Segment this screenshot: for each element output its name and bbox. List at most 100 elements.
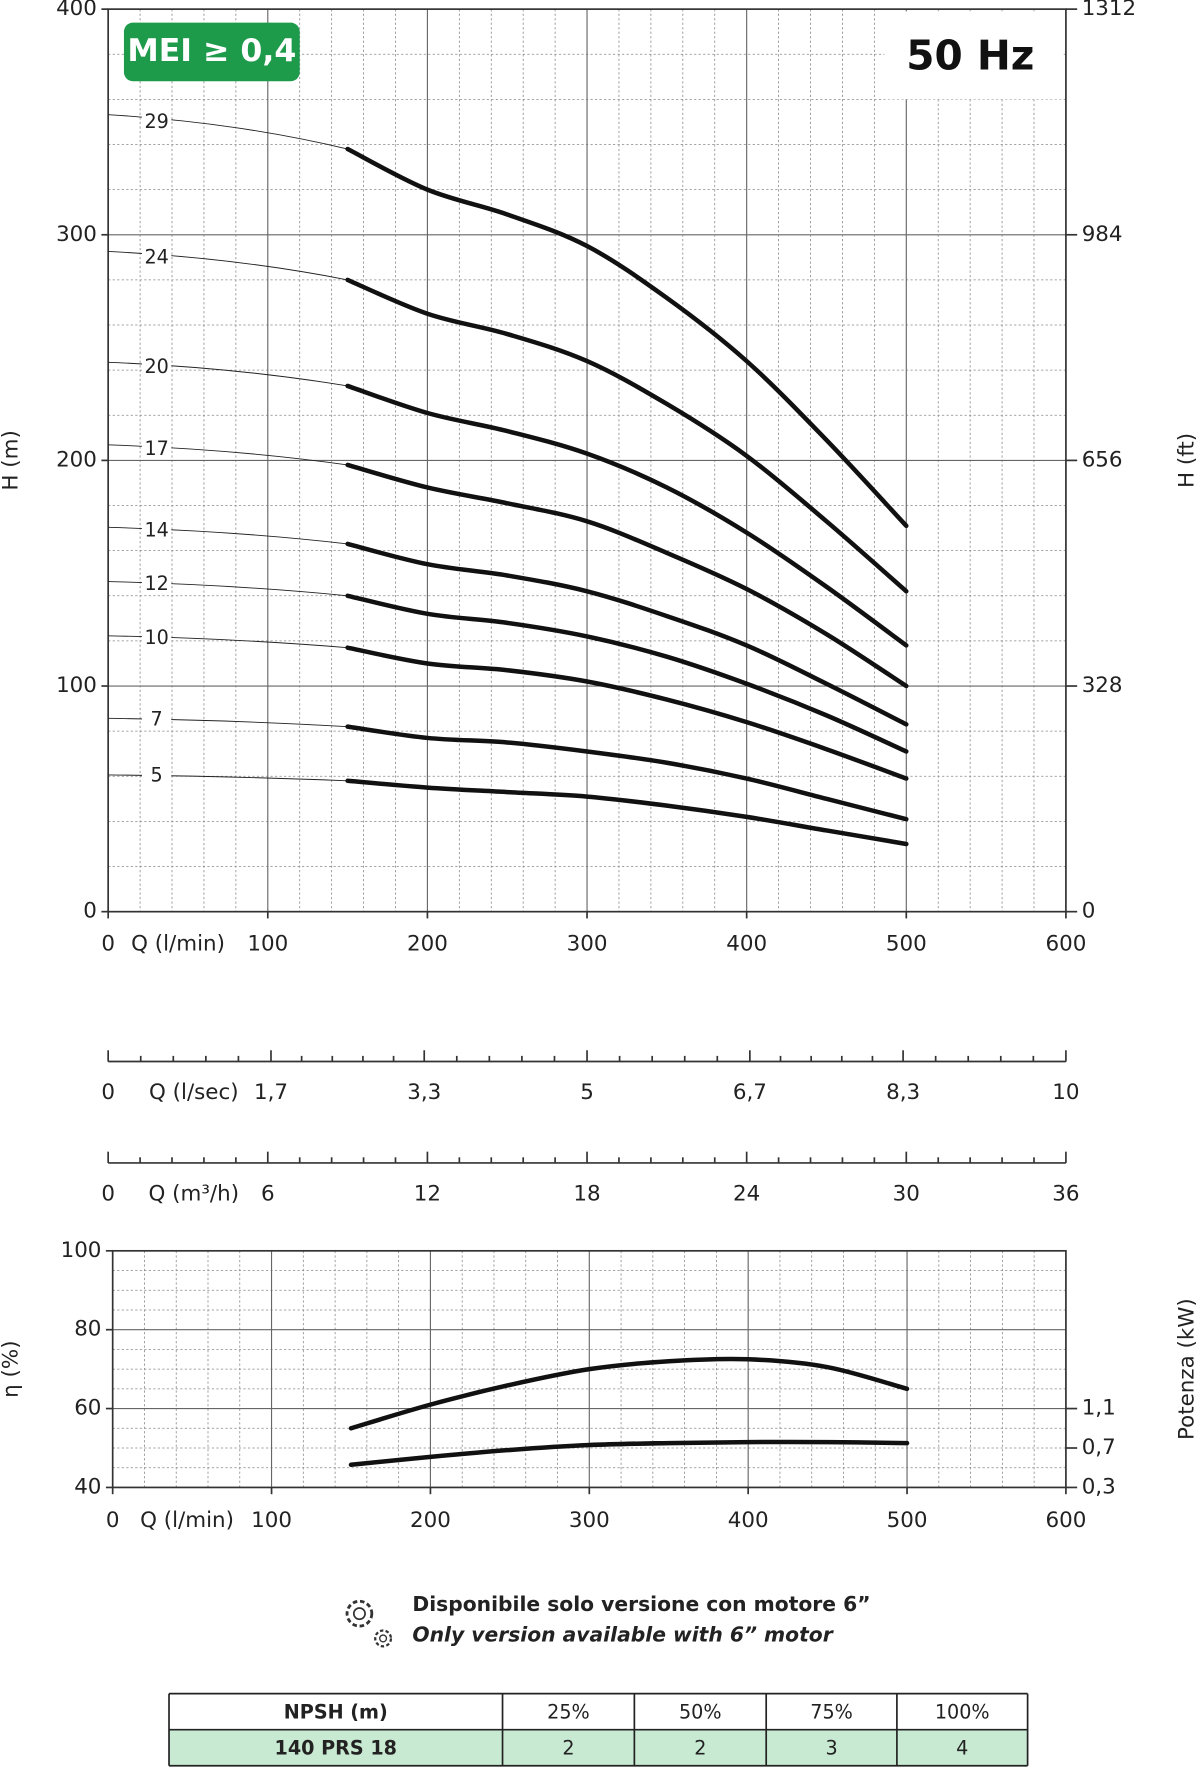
y-tick-label: 100 [61, 1238, 102, 1263]
y2-axis-label: Potenza (kW) [1175, 1298, 1200, 1440]
curve [345, 778, 909, 847]
x-tick-label: 1,7 [254, 1080, 288, 1105]
stage-label-bg [141, 710, 172, 731]
y-tick-label: 40 [74, 1474, 101, 1499]
note-line: Disponibile solo versione con motore 6” [412, 1592, 870, 1616]
frequency-label: 50 Hz [906, 32, 1034, 80]
x-tick-label: 10 [1052, 1080, 1079, 1105]
x-tick-label: 300 [569, 1508, 610, 1533]
mei-label: MEI ≥ 0,4 [127, 33, 296, 69]
curve [345, 541, 909, 727]
plot-frame [111, 1249, 1067, 1489]
table-cell: 2 [562, 1736, 574, 1759]
gear-icon [379, 1634, 388, 1643]
curve [345, 645, 909, 781]
curve [345, 462, 909, 689]
x-tick-label: 6 [261, 1181, 275, 1206]
gear-icon [352, 1607, 366, 1621]
leader-line [108, 114, 348, 150]
table-cell: 4 [956, 1736, 968, 1759]
x-tick-label: 100 [247, 931, 288, 956]
table-header: NPSH (m) [284, 1700, 388, 1723]
x-tick-label: 8,3 [886, 1080, 920, 1105]
y2-tick-label: 328 [1082, 673, 1123, 698]
x-tick-label: 36 [1052, 1181, 1079, 1206]
curve [345, 277, 909, 594]
stage-label-bg [141, 357, 172, 378]
x-tick-label: 6,7 [733, 1080, 767, 1105]
y-tick-label: 60 [74, 1396, 101, 1421]
x-tick-label: 100 [251, 1508, 292, 1533]
stage-label: 12 [144, 572, 168, 595]
y-axis-label: H (m) [0, 430, 23, 490]
stage-label: 17 [144, 437, 168, 460]
table-cell: 3 [825, 1736, 837, 1759]
y2-tick-label: 0,3 [1082, 1474, 1116, 1499]
y2-tick-label: 656 [1082, 447, 1123, 472]
leader-line [108, 361, 348, 387]
table-header: 100% [935, 1700, 990, 1723]
curve [345, 146, 909, 529]
x-tick-label: 0 [101, 1080, 115, 1105]
stage-label: 7 [151, 708, 163, 731]
x-tick-label: 400 [728, 1508, 769, 1533]
x-tick-label: 0 [101, 1181, 115, 1206]
leader-line [108, 251, 348, 281]
stage-label: 14 [144, 519, 168, 542]
stage-label-bg [141, 247, 172, 268]
axis-label: Q (l/sec) [149, 1080, 239, 1105]
table-row-bg [169, 1729, 1028, 1766]
y-tick-label: 80 [74, 1317, 101, 1342]
stage-label-bg [141, 766, 172, 787]
y-tick-label: 0 [83, 899, 97, 924]
x-tick-label: 200 [410, 1508, 451, 1533]
leader-line [108, 444, 348, 466]
x-tick-label: 24 [733, 1181, 760, 1206]
y-tick-label: 200 [56, 447, 97, 472]
curve [348, 1356, 910, 1431]
x-axis-label: Q (l/min) [131, 931, 225, 956]
x-axis-label: Q (l/min) [140, 1508, 234, 1533]
y-axis-label: η (%) [0, 1340, 23, 1397]
stage-label-bg [141, 520, 172, 542]
table-header: 50% [679, 1700, 722, 1723]
footnote: Disponibile solo versione con motore 6” … [345, 1592, 871, 1648]
leader-line [108, 635, 348, 649]
x-tick-label: 600 [1046, 931, 1087, 956]
leader-line [108, 581, 348, 597]
stage-label-bg [141, 112, 172, 133]
gear-icon [374, 1629, 393, 1648]
x-tick-label: 200 [407, 931, 448, 956]
table-cell: 2 [694, 1736, 706, 1759]
secondary-axes: 0 1,7 3,3 5 6,7 8,3 10 Q (l/sec) 0 6 12 18 24 30 36 Q (… [101, 1050, 1080, 1206]
stage-label-bg [141, 439, 172, 460]
stage-label: 10 [144, 626, 168, 649]
head-chart: 0 100 200 300 400 500 600 0 100 200 300 400 0 328 656 9… [0, 0, 1200, 956]
stage-label-bg [141, 574, 172, 595]
table-cell: 140 PRS 18 [275, 1736, 397, 1759]
x-tick-label: 5 [580, 1080, 594, 1105]
leader-line [108, 717, 348, 728]
npsh-table: NPSH (m) 25% 50% 75% 100% 140 PRS 18 2 2 3 4 [168, 1692, 1029, 1767]
y2-tick-label: 0,7 [1082, 1435, 1116, 1460]
axis-label: Q (m³/h) [149, 1181, 240, 1206]
plot-frame [107, 8, 1067, 913]
stage-label: 5 [151, 764, 163, 787]
y2-tick-label: 1312 [1082, 0, 1136, 21]
x-tick-label: 0 [101, 931, 115, 956]
stage-label: 29 [144, 110, 168, 133]
x-tick-label: 300 [567, 931, 608, 956]
x-tick-label: 600 [1046, 1508, 1087, 1533]
curve [345, 724, 909, 822]
stage-label: 20 [144, 355, 168, 378]
mei-badge [123, 22, 300, 82]
note-line: Only version available with 6” motor [412, 1623, 834, 1647]
y-tick-label: 100 [56, 673, 97, 698]
table-header: 25% [547, 1700, 590, 1723]
curve [345, 383, 909, 648]
curve [348, 1439, 910, 1468]
leader-line [108, 526, 348, 545]
stage-label-bg [141, 628, 172, 649]
x-tick-label: 500 [886, 931, 927, 956]
